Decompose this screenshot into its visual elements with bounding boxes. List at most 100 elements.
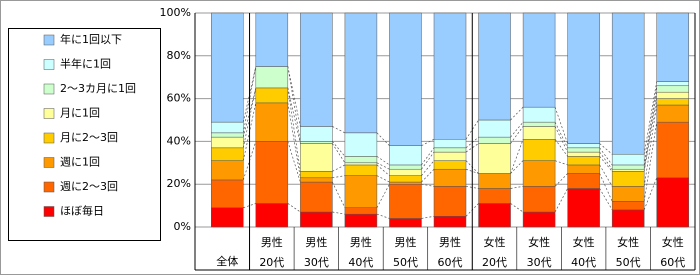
legend-label: 月に1回 xyxy=(60,107,100,120)
legend-swatch xyxy=(43,132,55,144)
connector xyxy=(287,87,301,144)
bar-segment xyxy=(656,81,689,87)
connector xyxy=(554,139,568,157)
legend-label: 週に2～3回 xyxy=(60,180,118,193)
bar-segment xyxy=(522,126,556,140)
bar-segment xyxy=(522,12,556,108)
bar-segment xyxy=(255,203,289,228)
bar-segment xyxy=(300,181,333,213)
bar-segment xyxy=(344,164,378,176)
bar-segment xyxy=(389,12,422,146)
legend-swatch xyxy=(43,206,55,217)
bar-segment xyxy=(300,171,333,179)
x-tick-label: 男性 xyxy=(439,235,461,249)
legend-swatch xyxy=(43,108,55,119)
connector xyxy=(599,147,613,166)
bar-segment xyxy=(567,164,600,174)
legend-label: 年に1回以下 xyxy=(60,32,122,46)
bar-segment xyxy=(255,141,289,204)
y-tick-label: 80% xyxy=(167,49,191,62)
bar-segment xyxy=(211,121,244,134)
connector xyxy=(643,98,658,172)
legend-box xyxy=(8,28,161,241)
connector xyxy=(643,81,658,155)
bar-segment xyxy=(522,186,556,213)
connector xyxy=(510,203,524,213)
x-tick-label: 女性 xyxy=(484,235,506,249)
bar-segment xyxy=(344,162,378,166)
x-tick-label: 男性 xyxy=(305,235,327,249)
connector xyxy=(510,121,524,138)
connector xyxy=(599,156,613,172)
x-tick-label: 全体 xyxy=(216,254,238,268)
connector xyxy=(287,141,301,183)
x-tick-label: 50代 xyxy=(393,256,418,269)
connector xyxy=(643,177,658,211)
bar-segment xyxy=(522,139,556,161)
x-tick-label: 20代 xyxy=(482,256,507,269)
connector xyxy=(287,66,301,142)
connector xyxy=(421,147,435,166)
x-tick-label: 40代 xyxy=(571,256,596,269)
y-tick-label: 100% xyxy=(160,6,191,19)
bar-segment xyxy=(656,12,689,82)
bar-segment xyxy=(567,173,600,189)
legend-label: 2～3カ月に1回 xyxy=(60,82,136,95)
y-tick-label: 20% xyxy=(167,177,191,190)
bar-segment xyxy=(300,211,333,228)
bar-segment xyxy=(389,181,422,185)
legend-label: ほぼ毎日 xyxy=(60,205,104,218)
bar-segment xyxy=(255,66,289,89)
bar-segment xyxy=(522,121,556,127)
x-tick-label: 60代 xyxy=(660,256,685,269)
bar-segment xyxy=(611,168,645,172)
bar-segment xyxy=(389,168,422,176)
bar-segment xyxy=(300,143,333,172)
connector xyxy=(287,102,301,178)
x-tick-label: 男性 xyxy=(394,235,416,249)
bar-segment xyxy=(656,177,689,228)
bar-segment xyxy=(433,168,467,187)
y-tick-label: 60% xyxy=(167,92,191,105)
bar-segment xyxy=(611,186,645,202)
bar-segment xyxy=(433,186,467,217)
bar-segment xyxy=(478,136,511,144)
connector xyxy=(421,168,435,183)
bar-segment xyxy=(344,156,378,164)
bar-segment xyxy=(433,139,467,149)
connector xyxy=(376,132,390,146)
connector xyxy=(510,106,524,121)
connector xyxy=(643,104,658,187)
bar-segment xyxy=(211,207,244,228)
x-tick-label: 30代 xyxy=(527,256,552,269)
bar-segment xyxy=(478,173,511,189)
x-tick-label: 30代 xyxy=(304,256,329,269)
bar-segment xyxy=(211,147,244,161)
connector xyxy=(376,164,390,176)
connector xyxy=(376,184,390,208)
connector xyxy=(332,141,346,157)
x-tick-label: 女性 xyxy=(617,235,639,249)
bar-segment xyxy=(522,211,556,228)
x-tick-label: 50代 xyxy=(616,256,641,269)
bar-segment xyxy=(211,136,244,149)
connector xyxy=(421,151,435,170)
connector xyxy=(599,151,613,170)
bar-segment xyxy=(344,175,378,208)
bar-segment xyxy=(656,104,689,123)
bar-segment xyxy=(211,160,244,181)
bar-segment xyxy=(300,177,333,183)
bar-segment xyxy=(478,143,511,174)
bar-segment xyxy=(344,132,378,157)
bar-segment xyxy=(389,145,422,166)
connector xyxy=(599,188,613,211)
bar-segment xyxy=(478,188,511,204)
bar-segment xyxy=(567,156,600,166)
bar-segment xyxy=(478,119,511,138)
bar-segment xyxy=(656,98,689,106)
bar-segment xyxy=(611,171,645,187)
bar-segment xyxy=(478,203,511,228)
bar-segment xyxy=(389,218,422,228)
connector xyxy=(643,122,658,202)
connector xyxy=(287,203,301,213)
